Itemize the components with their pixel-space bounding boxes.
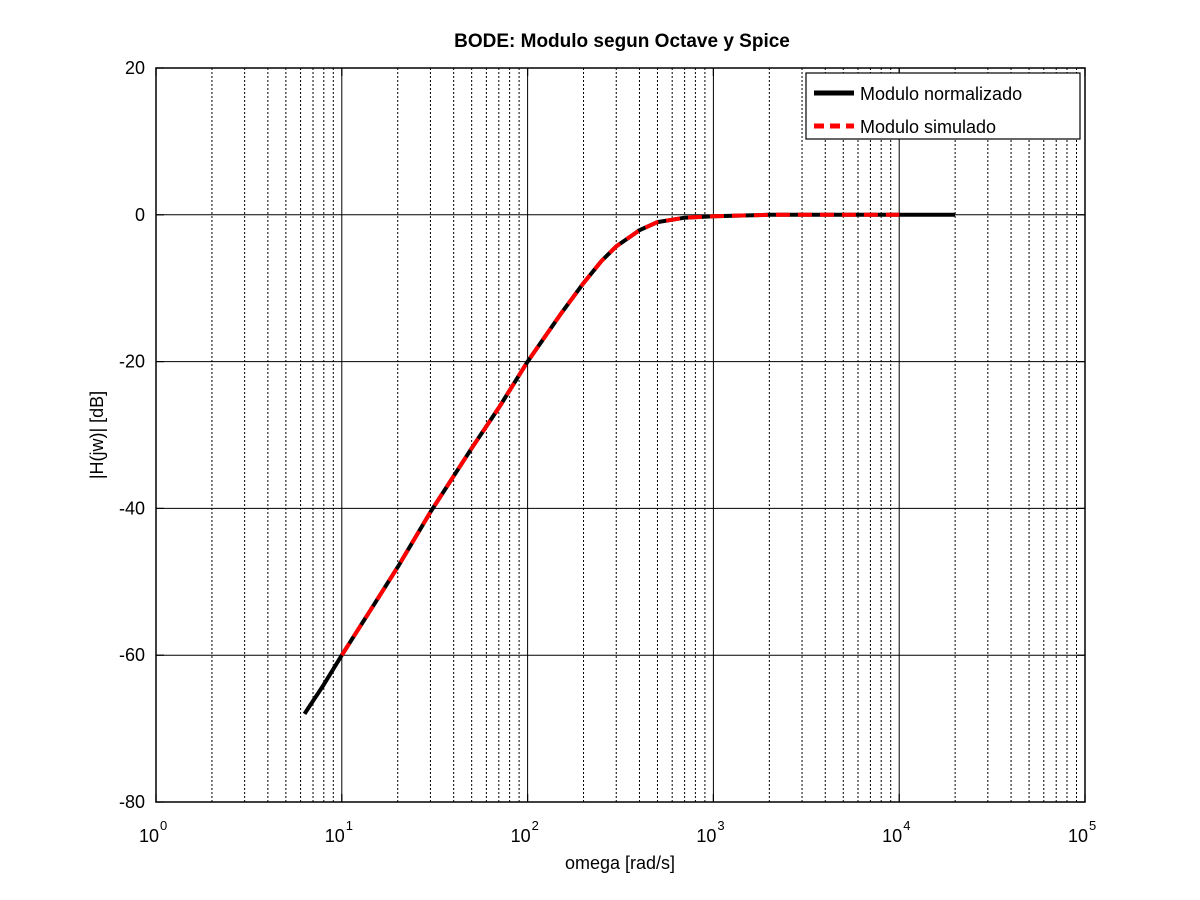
legend: Modulo normalizado Modulo simulado — [805, 72, 1081, 140]
x-tick-label-exponent: 2 — [532, 818, 539, 833]
legend-label-0: Modulo normalizado — [860, 84, 1022, 104]
x-tick-label: 101 — [325, 818, 353, 846]
x-tick-label-base: 10 — [882, 826, 902, 846]
chart-title: BODE: Modulo segun Octave y Spice — [454, 31, 790, 52]
y-tick-label: -40 — [119, 498, 145, 518]
x-tick-label: 104 — [882, 818, 910, 846]
x-tick-label-exponent: 3 — [717, 818, 724, 833]
legend-label-1: Modulo simulado — [860, 117, 996, 137]
plot-frame — [155, 67, 1086, 803]
y-tick-label: -20 — [119, 352, 145, 372]
grid — [156, 68, 1085, 802]
y-tick-label: 0 — [135, 205, 145, 225]
series-group — [302, 212, 956, 716]
x-tick-label-base: 10 — [511, 826, 531, 846]
x-tick-label: 103 — [696, 818, 724, 846]
y-axis-label: |H(jw)| [dB] — [87, 391, 107, 479]
x-tick-label-base: 10 — [696, 826, 716, 846]
y-tick-label: -60 — [119, 645, 145, 665]
x-tick-label-base: 10 — [325, 826, 345, 846]
x-axis-label: omega [rad/s] — [565, 853, 675, 873]
y-tick-label: -80 — [119, 792, 145, 812]
x-tick-label-exponent: 1 — [346, 818, 353, 833]
x-tick-label-base: 10 — [1068, 826, 1088, 846]
x-tick-label: 105 — [1068, 818, 1096, 846]
x-tick-label: 100 — [139, 818, 167, 846]
x-tick-label-base: 10 — [139, 826, 159, 846]
x-tick-label-exponent: 4 — [903, 818, 910, 833]
x-tick-label-exponent: 5 — [1089, 818, 1096, 833]
y-tick-label: 20 — [125, 58, 145, 78]
x-tick-label: 102 — [511, 818, 539, 846]
series-line-1 — [340, 212, 900, 657]
x-tick-label-exponent: 0 — [160, 818, 167, 833]
